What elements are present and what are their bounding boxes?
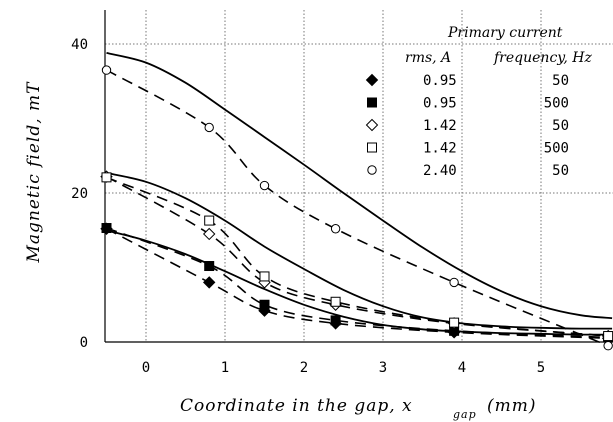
y-tick-labels: 0 20 40 bbox=[71, 37, 88, 351]
series-3-point-5 bbox=[603, 331, 613, 342]
legend-current-3: 1.42 bbox=[423, 141, 457, 157]
series-2-point-1 bbox=[202, 227, 216, 241]
y-tick-label-40: 40 bbox=[71, 37, 88, 53]
series-1-point-3 bbox=[330, 315, 341, 326]
solid-curves bbox=[106, 52, 613, 336]
x-tick-label-2: 2 bbox=[300, 360, 308, 376]
series-4-point-2 bbox=[259, 180, 270, 191]
y-axis-title: Magnetic field, mT bbox=[24, 81, 44, 264]
series-4-point-3 bbox=[330, 224, 341, 234]
legend-frequency-2: 50 bbox=[552, 118, 569, 134]
x-axis-title-subscript: gap bbox=[453, 408, 477, 421]
legend-col-frequency: frequency, Hz bbox=[493, 50, 592, 66]
legend-marker-2 bbox=[365, 118, 379, 132]
legend-frequency-0: 50 bbox=[552, 73, 569, 89]
solid-curve-2 bbox=[106, 229, 613, 336]
x-axis-title: Coordinate in the gap, x gap (mm) bbox=[180, 396, 537, 421]
x-tick-label-4: 4 bbox=[458, 360, 466, 376]
series-3-point-3 bbox=[330, 296, 341, 307]
legend-marker-4 bbox=[367, 165, 377, 175]
series-3-point-1 bbox=[204, 215, 215, 226]
data-markers bbox=[100, 65, 613, 351]
legend-frequency-4: 50 bbox=[552, 163, 569, 179]
dashed-curve-2 bbox=[106, 176, 609, 337]
grid-lines bbox=[105, 10, 613, 342]
legend-col-current: rms, A bbox=[405, 50, 451, 66]
legend-current-1: 0.95 bbox=[423, 96, 457, 112]
legend-marker-0 bbox=[365, 73, 379, 87]
legend-marker-3 bbox=[367, 142, 377, 153]
series-4-point-5 bbox=[603, 341, 613, 351]
y-tick-label-0: 0 bbox=[80, 335, 88, 351]
series-3-point-2 bbox=[259, 271, 270, 282]
legend-current-4: 2.40 bbox=[423, 163, 457, 179]
dashed-curves bbox=[106, 69, 609, 347]
solid-curve-1 bbox=[106, 172, 613, 330]
x-axis-title-main: Coordinate in the gap, x bbox=[180, 396, 413, 416]
legend-title: Primary current bbox=[447, 25, 563, 41]
x-tick-labels: 0 1 2 3 4 5 bbox=[142, 360, 545, 376]
legend-current-2: 1.42 bbox=[423, 118, 457, 134]
legend-frequency-3: 500 bbox=[544, 141, 569, 157]
legend: Primary current rms, A frequency, Hz 0.9… bbox=[365, 25, 592, 179]
series-3-point-4 bbox=[449, 317, 460, 328]
x-tick-label-3: 3 bbox=[379, 360, 387, 376]
series-1-point-2 bbox=[259, 299, 270, 310]
series-0-point-1 bbox=[202, 276, 216, 289]
legend-frequency-1: 500 bbox=[544, 96, 569, 112]
x-axis-title-unit: (mm) bbox=[487, 396, 537, 416]
legend-marker-1 bbox=[367, 97, 377, 108]
solid-curve-0 bbox=[106, 52, 613, 320]
dashed-curve-4 bbox=[106, 228, 609, 340]
y-tick-label-20: 20 bbox=[71, 186, 88, 202]
legend-current-0: 0.95 bbox=[423, 73, 457, 89]
x-tick-label-0: 0 bbox=[142, 360, 150, 376]
legend-rows: 0.95 50 0.95 500 1.42 50 1.42 500 2.40 50 bbox=[365, 73, 569, 179]
series-4-point-1 bbox=[204, 122, 214, 133]
x-tick-label-1: 1 bbox=[221, 360, 229, 376]
series-1-point-0 bbox=[101, 223, 112, 234]
dashed-curve-3 bbox=[106, 227, 609, 339]
x-tick-label-5: 5 bbox=[537, 360, 545, 376]
dashed-curve-0 bbox=[106, 69, 609, 347]
dashed-curve-1 bbox=[106, 175, 609, 337]
series-1-point-1 bbox=[204, 261, 215, 272]
series-4-point-4 bbox=[449, 277, 459, 288]
series-3-point-0 bbox=[101, 172, 112, 183]
series-4-point-0 bbox=[101, 65, 112, 75]
